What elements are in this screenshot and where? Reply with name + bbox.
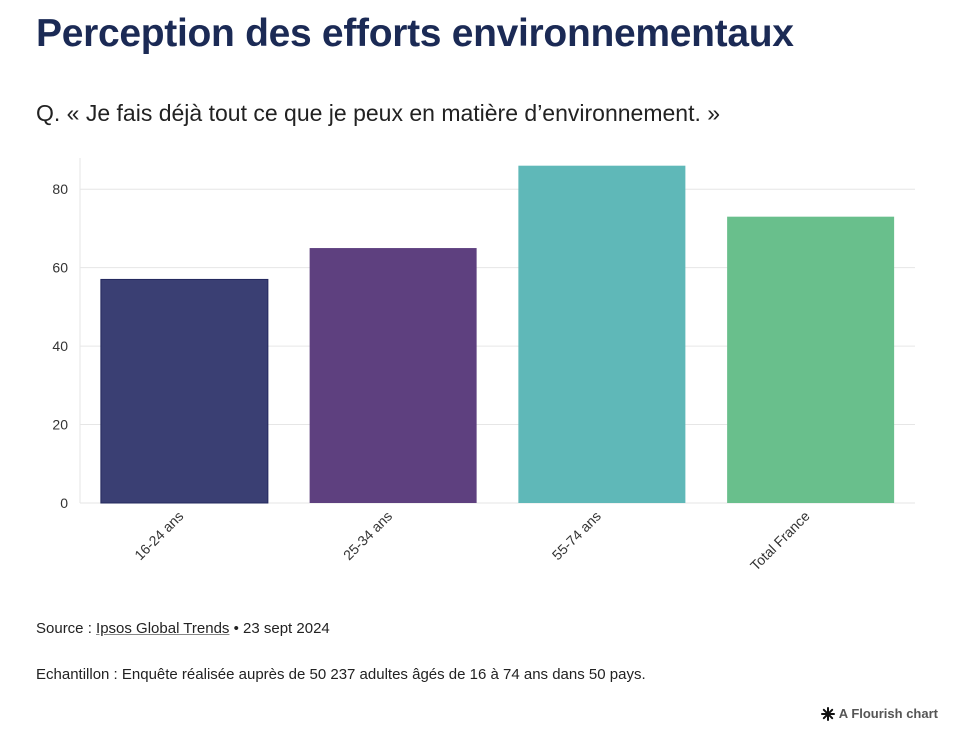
bar[interactable] xyxy=(518,165,686,503)
flourish-credit-text: A Flourish chart xyxy=(838,706,938,721)
bar-chart-svg: 0 20 40 60 80 16-24 ans 25-34 ans 55-74 ans Tot… xyxy=(52,158,915,574)
flourish-star-icon xyxy=(820,706,835,721)
bar[interactable] xyxy=(727,216,895,503)
x-tick-label: 55-74 ans xyxy=(549,508,604,563)
x-axis-tick-labels: 16-24 ans 25-34 ans 55-74 ans Total France xyxy=(131,508,813,574)
sample-note: Echantillon : Enquête réalisée auprès de… xyxy=(36,666,646,683)
y-tick-label: 0 xyxy=(60,495,68,511)
x-tick-label: 25-34 ans xyxy=(340,508,395,563)
y-tick-label: 80 xyxy=(52,181,68,197)
y-tick-label: 40 xyxy=(52,338,68,354)
bar[interactable] xyxy=(100,278,269,504)
x-tick-label: 16-24 ans xyxy=(131,508,186,563)
bar[interactable] xyxy=(309,248,477,503)
chart-title: Perception des efforts environnementaux xyxy=(36,12,794,55)
source-prefix: Source : xyxy=(36,620,97,637)
x-tick-label: Total France xyxy=(747,508,813,574)
y-tick-label: 20 xyxy=(52,417,68,433)
source-date: • 23 sept 2024 xyxy=(229,620,330,637)
chart-subtitle: Q. « Je fais déjà tout ce que je peux en… xyxy=(36,100,721,126)
y-tick-label: 60 xyxy=(52,260,68,276)
flourish-credit-link[interactable]: A Flourish chart xyxy=(820,706,938,721)
bar-chart: 0 20 40 60 80 16-24 ans 25-34 ans 55-74 ans Tot… xyxy=(0,150,960,610)
bars xyxy=(100,165,895,504)
source-note: Source : Ipsos Global Trends • 23 sept 2… xyxy=(36,620,330,637)
source-link[interactable]: Ipsos Global Trends xyxy=(96,620,230,637)
y-axis-tick-labels: 0 20 40 60 80 xyxy=(52,181,68,511)
